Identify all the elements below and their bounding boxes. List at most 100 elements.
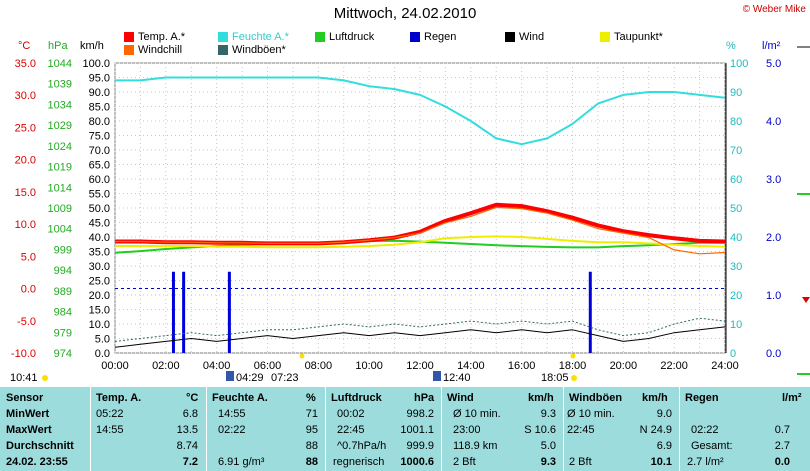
time-tick-label: 14:00 xyxy=(457,360,485,372)
legend-label-rain: Regen xyxy=(424,31,457,43)
legend-humidity: Feuchte A.* xyxy=(218,31,289,43)
legend-label-temp: Temp. A.* xyxy=(138,31,186,43)
legend-swatch-temp xyxy=(124,32,134,42)
legend-swatch-rain xyxy=(410,32,420,42)
legend-swatch-humidity xyxy=(218,32,228,42)
table-divider xyxy=(563,387,564,471)
kmh-axis-tick-label: 85.0 xyxy=(89,102,110,114)
hpa-axis-tick-label: 1009 xyxy=(48,203,72,215)
kmh-axis-tick-label: 20.0 xyxy=(89,290,110,302)
hpa-axis-tick-label: 974 xyxy=(54,348,72,360)
header-gust: Windböen xyxy=(569,392,623,404)
min-hum-time: 14:55 xyxy=(218,408,246,420)
pct-axis-tick-label: 90 xyxy=(730,87,742,99)
axis-unit-rain: l/m² xyxy=(762,40,781,52)
kmh-axis-tick-label: 55.0 xyxy=(89,189,110,201)
hpa-axis-tick-label: 994 xyxy=(54,265,72,277)
min-press-value: 998.2 xyxy=(406,408,434,420)
avg-hum-value: 88 xyxy=(305,440,318,452)
avg-press-value: 999.9 xyxy=(406,440,434,452)
pct-axis-tick-label: 40 xyxy=(730,232,742,244)
legend-label-windchill: Windchill xyxy=(138,44,183,56)
credit-label: © Weber Mike xyxy=(742,4,806,15)
moon-time: 12:40 xyxy=(443,372,471,384)
legend-swatch-gusts xyxy=(218,45,228,55)
kmh-axis-tick-label: 40.0 xyxy=(89,232,110,244)
hpa-axis-tick-label: 1034 xyxy=(48,99,72,111)
max-wind-value: S 10.6 xyxy=(524,424,556,436)
series-line-windchill xyxy=(115,206,726,255)
sunset-time: 18:05 xyxy=(541,372,569,384)
hpa-axis-tick-label: 1039 xyxy=(48,79,72,91)
pct-axis-tick-label: 30 xyxy=(730,261,742,273)
kmh-axis-tick-label: 70.0 xyxy=(89,145,110,157)
pct-axis-tick-label: 10 xyxy=(730,319,742,331)
time-tick-label: 22:00 xyxy=(660,360,688,372)
hpa-axis-tick-label: 979 xyxy=(54,327,72,339)
table-divider xyxy=(679,387,680,471)
axis-unit-temp: °C xyxy=(18,40,31,52)
hpa-axis-tick-label: 1014 xyxy=(48,182,72,194)
header-wind-unit: km/h xyxy=(528,392,554,404)
current-gust-value: 10.1 xyxy=(650,456,672,468)
header-humidity: Feuchte A. xyxy=(212,392,268,404)
max-gust-value: N 24.9 xyxy=(639,424,672,436)
avg-gust-value: 6.9 xyxy=(656,440,672,452)
legend-swatch-dewpoint xyxy=(600,32,610,42)
kmh-axis-tick-label: 100.0 xyxy=(82,58,110,70)
header-gust-unit: km/h xyxy=(642,392,668,404)
sunrise-time: 04:29 xyxy=(236,372,264,384)
avg-temp-value: 8.74 xyxy=(176,440,198,452)
header-rain-unit: l/m² xyxy=(782,392,802,404)
min-temp-value: 6.8 xyxy=(182,408,198,420)
sunrise2-time: 07:23 xyxy=(271,372,299,384)
wind-distance: 118.9 km xyxy=(453,440,498,452)
time-tick-label: 24:00 xyxy=(711,360,739,372)
time-tick-label: 00:00 xyxy=(101,360,129,372)
table-divider xyxy=(90,387,91,471)
kmh-axis-tick-label: 65.0 xyxy=(89,160,110,172)
moon-icon xyxy=(433,371,441,381)
rain-axis-tick-label: 5.0 xyxy=(766,58,781,70)
max-press-time: 22:45 xyxy=(337,424,365,436)
min-temp-time: 05:22 xyxy=(96,408,124,420)
pct-axis-tick-label: 70 xyxy=(730,145,742,157)
temp-axis-tick-label: 25.0 xyxy=(15,122,36,134)
avg-wind-value: 5.0 xyxy=(540,440,556,452)
rain-axis-tick-label: 1.0 xyxy=(766,290,781,302)
kmh-axis-tick-label: 95.0 xyxy=(89,73,110,85)
series-line-feuchtea xyxy=(115,76,726,146)
time-tick-label: 20:00 xyxy=(610,360,638,372)
max-temp-time: 14:55 xyxy=(96,424,124,436)
legend-windchill: Windchill xyxy=(124,44,182,56)
time-tick-label: 16:00 xyxy=(508,360,536,372)
kmh-axis-tick-label: 10.0 xyxy=(89,319,110,331)
kmh-axis-tick-label: 60.0 xyxy=(89,174,110,186)
table-divider xyxy=(206,387,207,471)
max-hum-time: 02:22 xyxy=(218,424,246,436)
time-tick-label: 02:00 xyxy=(152,360,180,372)
header-pressure-unit: hPa xyxy=(414,392,435,404)
current-gust-bft: 2 Bft xyxy=(569,456,592,468)
temp-axis-tick-label: 5.0 xyxy=(21,251,36,263)
axis-unit-hpa: hPa xyxy=(48,40,68,52)
max-gust-time: 22:45 xyxy=(567,424,595,436)
chart-canvas: 35.0 30.0 25.0 20.0 15.0 10.0 5.0 0.0 -5.0 -10.0 1… xyxy=(11,46,810,381)
row-label-current: 24.02. 23:55 xyxy=(6,456,68,468)
press-trend: ^0.7hPa/h xyxy=(337,440,387,452)
kmh-axis-tick-label: 35.0 xyxy=(89,247,110,259)
hpa-axis-tick-label: 1019 xyxy=(48,162,72,174)
series-line-taupunkt xyxy=(115,235,726,249)
hpa-axis-tick-label: 989 xyxy=(54,286,72,298)
time-tick-label: 04:00 xyxy=(203,360,231,372)
rain-axis-tick-label: 2.0 xyxy=(766,232,781,244)
hpa-axis-tick-label: 1044 xyxy=(48,58,72,70)
time-tick-label: 06:00 xyxy=(254,360,282,372)
pct-axis-tick-label: 20 xyxy=(730,290,742,302)
hpa-axis-tick-label: 984 xyxy=(54,307,72,319)
temp-axis-tick-label: -5.0 xyxy=(17,316,36,328)
gust-avg-label: Ø 10 min. xyxy=(567,408,615,420)
max-rain-time: 02:22 xyxy=(691,424,719,436)
header-wind: Wind xyxy=(447,392,474,404)
kmh-axis-tick-label: 45.0 xyxy=(89,218,110,230)
